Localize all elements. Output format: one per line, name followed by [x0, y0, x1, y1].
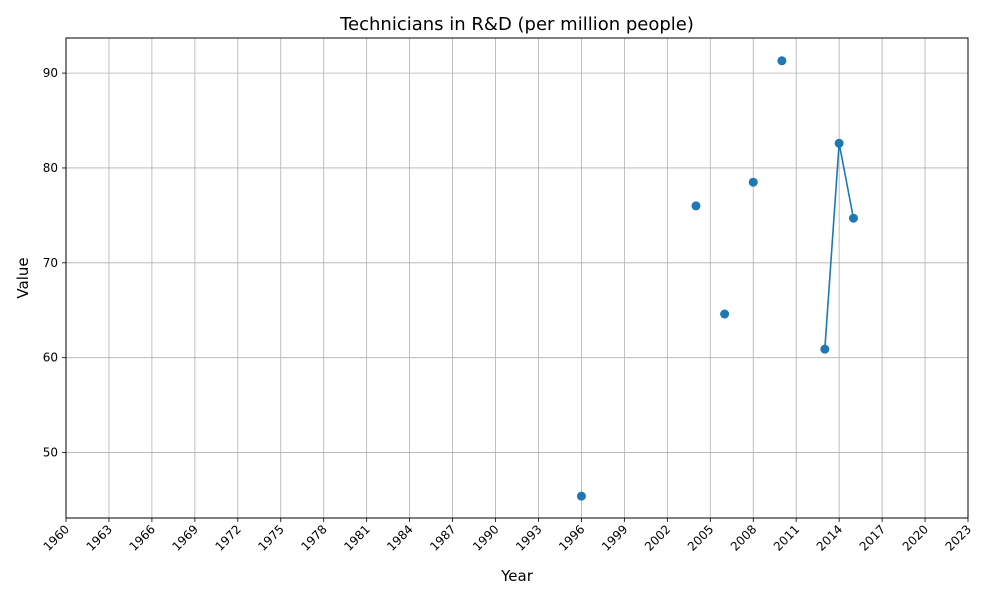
y-tick-label: 50 — [43, 446, 58, 460]
grid — [65, 38, 969, 518]
y-axis-title: Value — [14, 257, 32, 298]
data-point — [834, 138, 844, 148]
series-line-segment — [824, 143, 840, 350]
plot-frame — [65, 37, 969, 519]
data-point — [691, 201, 701, 211]
y-tick-label: 80 — [43, 161, 58, 175]
y-tick-label: 60 — [43, 351, 58, 365]
y-tick-label: 70 — [43, 256, 58, 270]
data-point — [820, 344, 830, 354]
data-point — [777, 56, 787, 66]
chart-title: Technicians in R&D (per million people) — [339, 14, 694, 35]
series-line-segment — [838, 143, 855, 219]
y-tick-label: 90 — [43, 66, 58, 80]
data-point — [748, 177, 758, 187]
data-point — [720, 309, 730, 319]
series-points — [576, 56, 858, 501]
series-lines — [824, 143, 855, 350]
x-axis-title: Year — [500, 567, 534, 585]
data-point — [576, 491, 586, 501]
data-point — [848, 213, 858, 223]
